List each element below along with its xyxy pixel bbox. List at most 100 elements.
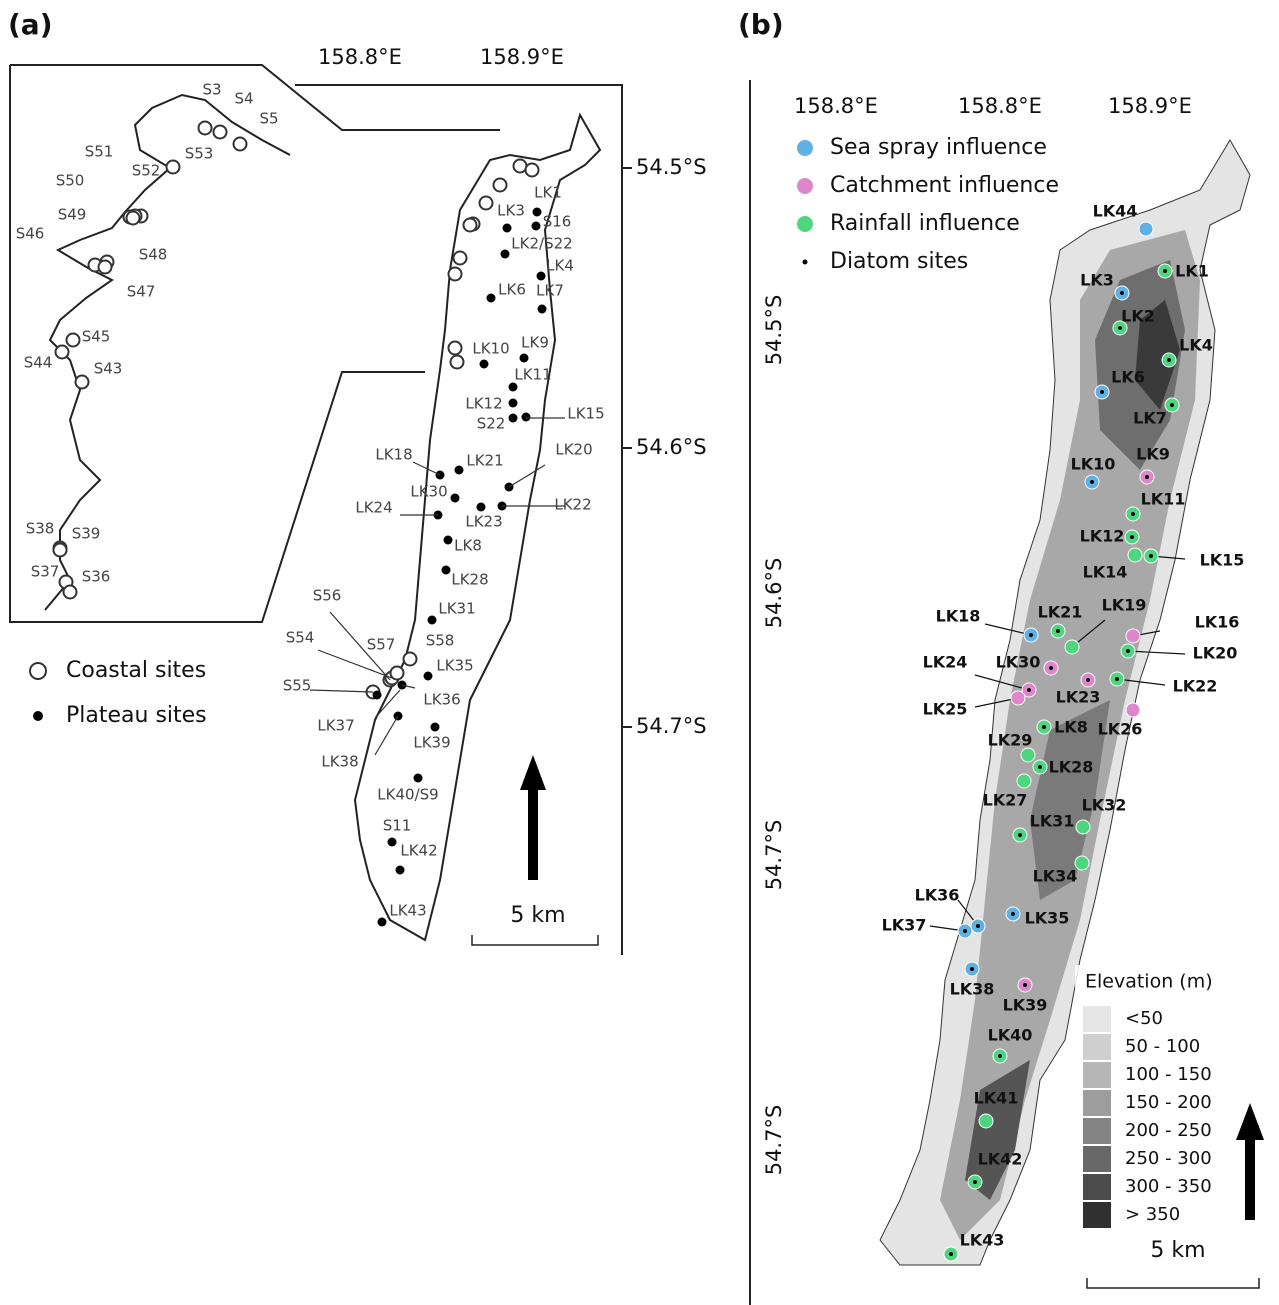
site-label: LK11 [1141,490,1186,509]
plateau-site-marker [423,671,433,681]
site-label: S47 [127,283,156,301]
site-label: LK24 [923,653,968,672]
legend-swatch [1083,1062,1111,1088]
site-label: LK10 [472,340,509,358]
site-label: LK1 [534,184,562,202]
diatom-dot [1011,912,1015,916]
site-label: LK26 [1098,720,1143,739]
north-arrow [1236,1103,1264,1220]
site-label: LK7 [536,282,564,300]
lon-label: 158.9°E [480,45,564,69]
panel-label: (b) [738,8,784,41]
legend-label: 200 - 250 [1125,1120,1212,1141]
site-label: LK21 [466,452,503,470]
diatom-dot [1149,554,1153,558]
coastal-site-marker [125,210,141,226]
site-label: LK12 [1080,527,1125,546]
diatom-dot [1167,358,1171,362]
diatom-dot [1100,390,1104,394]
legend-label: 250 - 300 [1125,1148,1212,1169]
site-label: S5 [259,110,278,128]
coastal-site-marker [478,195,494,211]
site-label: LK25 [923,700,968,719]
coastal-site-marker [65,332,81,348]
coastal-site-marker [62,584,78,600]
site-label: S52 [132,162,161,180]
plateau-site-marker [508,413,518,423]
diatom-dot [1120,291,1124,295]
legend-swatch [1083,1118,1111,1144]
diatom-dot [1042,725,1046,729]
site-marker [1125,628,1141,644]
site-label: LK29 [988,731,1033,750]
coastal-site-marker [389,665,405,681]
site-label: S16 [543,213,572,231]
panel-b-frame [749,80,1260,1305]
plateau-site-marker [479,359,489,369]
coastal-site-marker [165,159,181,175]
leader-line [317,649,393,679]
site-label: LK10 [1071,455,1116,474]
site-label: LK3 [497,202,525,220]
legend-marker [29,662,47,680]
site-label: S53 [185,145,214,163]
leader-line [374,689,401,719]
site-label: S44 [24,354,53,372]
site-marker [1075,819,1091,835]
legend-swatch [1083,1174,1111,1200]
site-label: LK39 [413,734,450,752]
lat-label: 54.5°S [636,155,707,179]
site-label: S36 [82,568,111,586]
site-label: LK19 [1102,596,1147,615]
site-marker [1127,547,1143,563]
leader-line [508,464,546,488]
legend-marker [797,140,813,156]
coastal-site-marker [54,344,70,360]
lon-label: 158.8°E [318,45,402,69]
site-marker [1020,747,1036,763]
coastal-site-marker [52,542,68,558]
leader-line [984,623,1032,636]
site-label: LK37 [317,717,354,735]
lat-label: 54.6°S [762,558,786,629]
site-label: S45 [82,328,111,346]
legend-swatch [1083,1090,1111,1116]
diatom-dot [1131,512,1135,516]
plateau-site-marker [443,535,453,545]
plateau-site-marker [427,615,437,625]
site-label: LK38 [321,753,358,771]
lat-label: 54.7°S [762,820,786,891]
coastal-site-marker [232,136,248,152]
diatom-dot [1163,269,1167,273]
plateau-site-marker [500,249,510,259]
lat-label: 54.7°S [762,1105,786,1176]
legend-title: Elevation (m) [1085,971,1213,993]
diatom-dot [1018,833,1022,837]
site-label: LK36 [915,886,960,905]
plateau-site-marker [387,837,397,847]
site-label: LK15 [567,405,604,423]
coastal-site-marker [447,266,463,282]
site-label: LK32 [1082,796,1127,815]
site-label: LK16 [1195,613,1240,632]
site-label: LK39 [1003,996,1048,1015]
site-label: LK42 [978,1150,1023,1169]
north-arrow [520,755,546,880]
legend-swatch [1083,1202,1111,1228]
diatom-dot [1086,678,1090,682]
site-label: LK3 [1080,271,1114,290]
site-label: LK9 [1136,445,1170,464]
legend-label: 50 - 100 [1125,1036,1200,1057]
panel-label: (a) [8,8,53,41]
diatom-dot [1038,765,1042,769]
island-outline [353,112,602,942]
site-label: LK12 [465,395,502,413]
plateau-site-marker [519,353,529,363]
site-label: S49 [58,206,87,224]
diatom-dot [1130,535,1134,539]
site-label: LK38 [950,980,995,999]
site-label: LK27 [983,791,1028,810]
legend-marker [802,259,808,265]
site-label: LK8 [454,537,482,555]
